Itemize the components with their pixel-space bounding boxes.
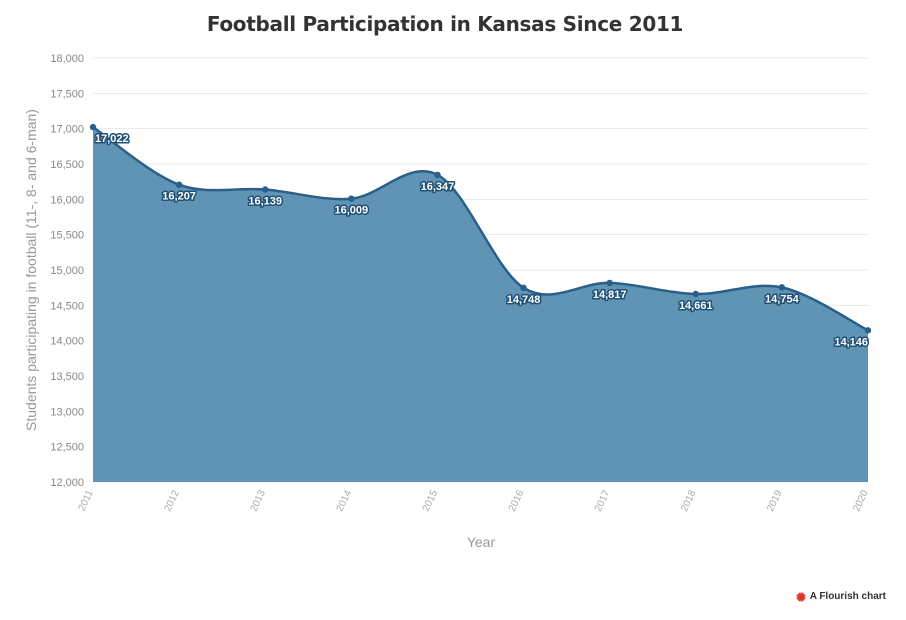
data-label: 14,146: [834, 336, 868, 348]
flourish-credit[interactable]: A Flourish chart: [796, 591, 886, 602]
data-label: 16,347: [421, 181, 455, 193]
x-tick-label: 2020: [851, 488, 871, 513]
chart-title: Football Participation in Kansas Since 2…: [206, 12, 684, 36]
y-tick-label: 12,500: [50, 442, 84, 454]
y-tick-label: 15,500: [50, 230, 84, 242]
data-label: 14,754: [765, 293, 800, 305]
x-tick-label: 2013: [249, 488, 269, 513]
data-label: 17,022: [95, 133, 129, 145]
data-label: 16,207: [162, 191, 196, 203]
x-tick-label: 2019: [765, 488, 785, 513]
series-line: [92, 126, 869, 332]
y-tick-label: 13,000: [50, 406, 84, 418]
x-tick-label: 2018: [679, 488, 699, 513]
data-point[interactable]: [89, 123, 97, 131]
y-tick-label: 14,000: [50, 336, 84, 348]
credit-label: A Flourish chart: [809, 591, 886, 602]
y-tick-label: 13,500: [50, 371, 84, 383]
y-tick-label: 17,500: [50, 88, 84, 100]
flourish-logo-core: [798, 594, 803, 599]
data-point[interactable]: [864, 327, 872, 334]
x-tick-label: 2015: [421, 488, 441, 513]
point-layer: [89, 123, 872, 334]
y-tick-labels: 12,000 12,500 13,000 13,500 14,000 14,500 15,0…: [50, 53, 84, 489]
data-label: 14,817: [593, 289, 627, 301]
y-tick-label: 16,000: [50, 194, 84, 206]
data-point[interactable]: [692, 290, 699, 298]
x-tick-labels: 2011 2012 2013 2014 2015 2016 2017 2018 2019 2020: [77, 488, 871, 513]
data-point[interactable]: [778, 284, 786, 291]
y-tick-label: 18,000: [50, 53, 84, 65]
data-point[interactable]: [262, 186, 269, 193]
data-point[interactable]: [434, 171, 441, 179]
y-tick-label: 15,000: [50, 265, 84, 277]
y-tick-label: 12,000: [50, 477, 84, 489]
x-tick-label: 2012: [162, 488, 182, 513]
data-label: 14,748: [507, 294, 541, 306]
data-point[interactable]: [606, 279, 613, 287]
data-point[interactable]: [175, 181, 183, 188]
x-axis-title: Year: [467, 534, 496, 550]
y-tick-label: 14,500: [50, 300, 84, 312]
data-label: 16,009: [335, 205, 369, 217]
data-label: 14,661: [679, 300, 713, 312]
x-tick-label: 2011: [77, 488, 96, 513]
area-layer: [92, 126, 869, 482]
data-labels: 17,022 16,207 16,139 16,009 16,347 14,748 14,8…: [94, 132, 870, 350]
x-tick-label: 2017: [593, 488, 613, 513]
data-point[interactable]: [520, 284, 527, 292]
y-axis-title: Students participating in football (11-,…: [23, 109, 39, 431]
y-tick-label: 17,000: [50, 124, 84, 136]
x-tick-label: 2014: [335, 488, 355, 513]
x-tick-label: 2016: [507, 488, 527, 513]
y-tick-label: 16,500: [50, 159, 84, 171]
data-label: 16,139: [248, 196, 282, 208]
flourish-logo-icon: [796, 591, 806, 602]
series-area: [93, 127, 868, 482]
data-point[interactable]: [348, 195, 355, 202]
